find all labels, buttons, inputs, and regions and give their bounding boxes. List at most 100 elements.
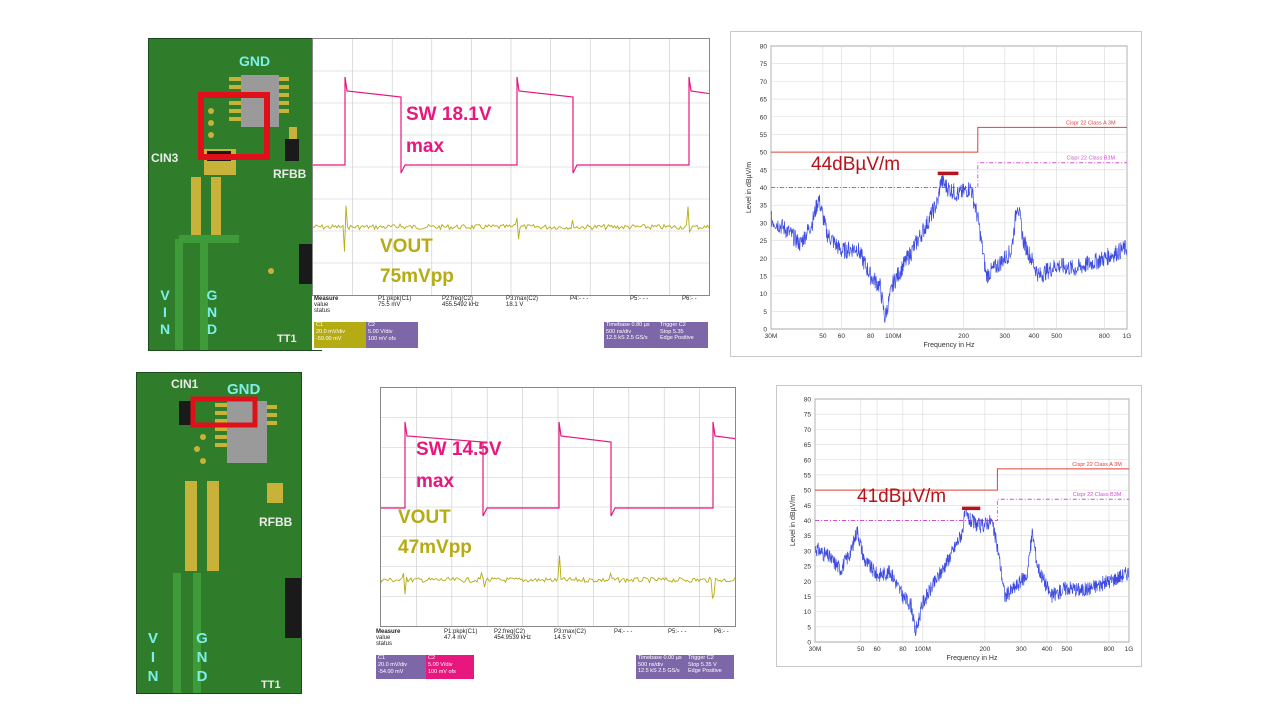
y-tick-label: 65 [760, 97, 768, 104]
x-tick-label: 50 [819, 333, 827, 340]
limit-b-label: Cispr 22 Class B3M [1073, 492, 1122, 498]
y-tick-label: 45 [760, 167, 768, 174]
limit-a-label: Cispr 22 Class A 3M [1072, 462, 1122, 468]
rfb-label: RFBB [259, 515, 293, 529]
y-tick-label: 25 [760, 238, 768, 245]
y-axis-label: Level in dBµV/m [790, 495, 797, 546]
y-tick-label: 20 [760, 256, 768, 263]
x-tick-label: 50 [857, 646, 865, 653]
x-tick-label: 30M [809, 646, 822, 653]
x-tick-label: 800 [1099, 333, 1110, 340]
y-tick-label: 5 [807, 624, 811, 631]
tt-label: TT1 [277, 333, 297, 345]
x-tick-label: 300 [1016, 646, 1027, 653]
cin-label: CIN3 [151, 151, 179, 165]
emi-plot: 0 5 10 15 20 25 30 35 40 45 50 55 60 65 70 75 80 30M 50 60 8… [746, 44, 1132, 350]
y-tick-label: 30 [804, 548, 812, 555]
rfb-label: RFBB [273, 167, 307, 181]
limit-class-a [815, 468, 1129, 491]
scope-waveforms [381, 388, 735, 626]
y-tick-label: 75 [804, 412, 812, 419]
x-axis-label: Frequency in Hz [924, 342, 975, 349]
pcb-traces-bottom [137, 373, 301, 693]
x-tick-label: 500 [1062, 646, 1073, 653]
x-tick-label: 60 [838, 333, 846, 340]
sw-label: SW 14.5V [416, 439, 502, 460]
x-tick-label: 60 [873, 646, 881, 653]
y-tick-label: 55 [804, 472, 812, 479]
y-tick-label: 40 [804, 518, 812, 525]
y-tick-label: 70 [804, 427, 812, 434]
vout-ripple-label: 75mVpp [380, 266, 454, 287]
emi-annotation: 41dBµV/m [857, 486, 947, 507]
timebase-box: Timebase 0.80 µs 500 ns/div 12.5 kS 2.5 … [604, 322, 658, 348]
y-tick-label: 15 [804, 594, 812, 601]
x-tick-label: 80 [867, 333, 875, 340]
pcb-traces-top [149, 39, 321, 350]
limit-class-b [771, 162, 1127, 188]
sw-label-max: max [406, 136, 445, 157]
sw-label: SW 18.1V [406, 104, 492, 125]
trigger-box: Trigger C2 Stop 5.35 V Edge Positive [686, 655, 734, 679]
y-tick-label: 60 [804, 457, 812, 464]
x-tick-label: 100M [915, 646, 931, 653]
limit-class-b [815, 498, 1129, 521]
y-tick-label: 35 [760, 203, 768, 210]
y-tick-label: 80 [804, 397, 812, 404]
oscilloscope-top: SW 18.1V max VOUT 75mVpp Measure P1:pkpk… [312, 38, 710, 350]
y-tick-label: 60 [760, 114, 768, 121]
highlight-box [190, 396, 258, 428]
emi-chart-top: 0 5 10 15 20 25 30 35 40 45 50 55 60 65 70 75 80 30M 50 60 8… [730, 31, 1142, 357]
limit-class-a [771, 126, 1127, 153]
gnd-label: GND [227, 381, 261, 398]
oscilloscope-bottom: SW 14.5V max VOUT 47mVpp Measure P1:pkpk… [374, 387, 738, 682]
x-tick-label: 200 [958, 333, 969, 340]
vout-waveform [381, 555, 735, 599]
highlight-box [198, 92, 270, 160]
limit-b-label: Cispr 22 Class B3M [1066, 156, 1115, 162]
x-tick-label: 100M [885, 333, 901, 340]
vout-ripple-label: 47mVpp [398, 537, 472, 558]
sw-waveform [381, 421, 735, 517]
cin-label: CIN1 [171, 377, 199, 391]
channel-c1-box: C1 20.0 mV/div -59.00 mV [314, 322, 366, 348]
y-tick-label: 20 [804, 579, 812, 586]
y-tick-label: 45 [804, 503, 812, 510]
tt-label: TT1 [261, 679, 281, 691]
y-tick-label: 80 [760, 44, 768, 51]
x-tick-label: 1G [1123, 333, 1132, 340]
y-tick-label: 35 [804, 533, 812, 540]
y-tick-label: 10 [760, 291, 768, 298]
y-tick-label: 55 [760, 132, 768, 139]
y-tick-label: 0 [763, 327, 767, 334]
x-tick-label: 80 [899, 646, 907, 653]
y-axis-label: Level in dBµV/m [746, 162, 753, 213]
x-tick-label: 1G [1125, 646, 1134, 653]
y-tick-label: 30 [760, 220, 768, 227]
x-tick-label: 800 [1104, 646, 1115, 653]
emi-trace [814, 507, 1130, 637]
x-tick-label: 30M [765, 333, 778, 340]
scope-grid [312, 38, 710, 296]
y-tick-label: 65 [804, 442, 812, 449]
measure-table: Measure P1:pkpk(C1) P2:freq(C2) P3:max(C… [314, 296, 697, 314]
y-tick-label: 5 [763, 309, 767, 316]
y-tick-label: 70 [760, 79, 768, 86]
x-tick-label: 500 [1051, 333, 1062, 340]
scope-waveforms [313, 39, 709, 295]
trigger-box: Trigger C2 Stop 5.35 Edge Positive [658, 322, 708, 348]
channel-c2-box: C2 5.00 V/div 100 mV ofs [366, 322, 418, 348]
emi-trace [770, 174, 1128, 323]
x-axis-label: Frequency in Hz [947, 655, 998, 662]
y-tick-label: 10 [804, 609, 812, 616]
measure-table: Measure P1:pkpk(C1) P2:freq(C2) P3:max(C… [376, 629, 729, 647]
emi-annotation: 44dBµV/m [811, 154, 901, 175]
emi-plot: 0 5 10 15 20 25 30 35 40 45 50 55 60 65 70 75 80 30M 50 60 8… [790, 397, 1134, 663]
scope-grid [380, 387, 736, 627]
x-tick-label: 200 [979, 646, 990, 653]
